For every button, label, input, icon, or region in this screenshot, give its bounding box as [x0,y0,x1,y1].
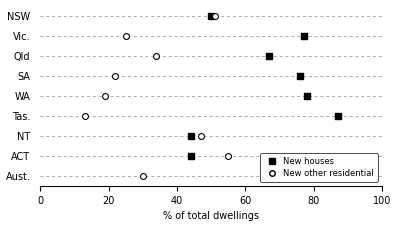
Legend: New houses, New other residential: New houses, New other residential [260,153,378,182]
New houses [301,34,307,37]
New other residential [198,134,204,138]
New other residential [112,74,119,78]
X-axis label: % of total dwellings: % of total dwellings [163,211,259,222]
New other residential [102,94,108,98]
New other residential [81,114,88,118]
New other residential [123,34,129,37]
New other residential [153,54,160,57]
New other residential [225,154,231,158]
New other residential [140,174,146,178]
New houses [297,74,303,78]
New houses [266,54,272,57]
New houses [276,174,283,178]
New houses [304,94,310,98]
New houses [187,154,194,158]
New houses [208,14,214,17]
New houses [187,134,194,138]
New other residential [212,14,218,17]
New houses [335,114,341,118]
